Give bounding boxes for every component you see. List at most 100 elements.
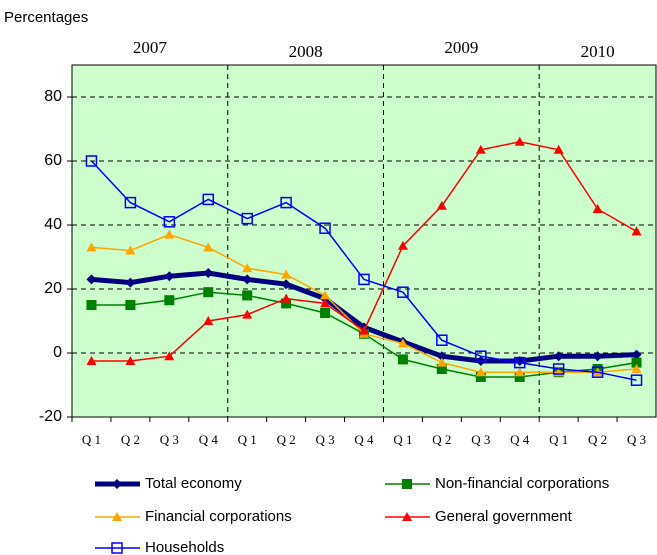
- data-point: [281, 298, 292, 309]
- data-point: [281, 269, 292, 279]
- data-point: [513, 356, 526, 369]
- data-point: [591, 366, 604, 378]
- data-point: [475, 350, 487, 362]
- x-tick-label: Q 2: [432, 432, 451, 447]
- data-point: [242, 274, 253, 285]
- legend-marker: [111, 542, 123, 554]
- y-tick-label: 20: [44, 280, 62, 297]
- data-point: [203, 287, 214, 298]
- data-point: [514, 367, 525, 377]
- x-tick-label: Q 2: [588, 432, 607, 447]
- data-point: [242, 263, 253, 273]
- data-point: [553, 144, 564, 154]
- data-point: [436, 334, 448, 346]
- data-point: [203, 268, 214, 278]
- legend-marker: [402, 512, 412, 521]
- data-point: [280, 196, 292, 209]
- data-point: [86, 274, 97, 285]
- data-point: [203, 316, 214, 325]
- y-tick-label: -20: [39, 408, 62, 425]
- data-point: [320, 308, 331, 318]
- legend-marker: [112, 479, 122, 489]
- data-point: [630, 374, 643, 386]
- data-point: [514, 136, 525, 146]
- data-point: [242, 309, 253, 319]
- data-point: [397, 286, 409, 298]
- data-point: [320, 290, 331, 300]
- x-tick-label: Q 2: [121, 432, 140, 447]
- data-point: [397, 240, 408, 250]
- data-point: [86, 300, 97, 310]
- data-point: [164, 295, 175, 306]
- data-point: [552, 363, 565, 375]
- data-point: [320, 298, 331, 308]
- data-point: [436, 357, 447, 367]
- year-label: 2008: [289, 42, 323, 61]
- x-tick-label: Q 3: [315, 432, 334, 447]
- year-label: 2009: [444, 38, 478, 57]
- year-label: 2007: [133, 38, 168, 57]
- data-point: [319, 222, 331, 234]
- data-point: [436, 364, 447, 374]
- series-line: [90, 160, 637, 381]
- data-point: [86, 242, 97, 252]
- legend-label: Total economy: [145, 475, 242, 492]
- x-tick-label: Q 2: [277, 432, 296, 447]
- data-point: [397, 354, 408, 365]
- data-point: [631, 226, 642, 236]
- data-point: [164, 271, 175, 282]
- data-point: [86, 356, 97, 365]
- data-point: [475, 367, 486, 377]
- data-point: [85, 155, 98, 167]
- x-tick-label: Q 1: [82, 432, 101, 447]
- data-point: [164, 229, 175, 239]
- data-point: [125, 300, 136, 310]
- data-point: [124, 196, 137, 209]
- data-point: [553, 351, 564, 362]
- data-point: [281, 293, 292, 303]
- x-tick-label: Q 1: [238, 432, 257, 447]
- data-point: [241, 212, 253, 225]
- data-point: [125, 245, 136, 255]
- legend-marker: [112, 512, 122, 521]
- data-point: [202, 193, 215, 206]
- year-label: 2010: [581, 42, 615, 61]
- data-point: [163, 216, 176, 228]
- data-point: [631, 349, 642, 360]
- data-point: [359, 325, 369, 335]
- y-tick-label: 0: [53, 344, 62, 361]
- data-point: [514, 372, 525, 382]
- y-tick-label: 40: [44, 216, 62, 233]
- x-tick-label: Q 4: [510, 432, 530, 447]
- legend-label: Financial corporations: [145, 508, 292, 525]
- x-tick-label: Q 1: [393, 432, 412, 447]
- plot-area: [71, 64, 657, 418]
- data-point: [242, 290, 253, 301]
- x-tick-label: Q 4: [199, 432, 219, 447]
- x-tick-label: Q 1: [549, 432, 568, 447]
- x-tick-label: Q 3: [471, 432, 490, 447]
- data-point: [436, 351, 447, 362]
- data-point: [631, 357, 642, 368]
- y-tick-label: 80: [44, 88, 62, 105]
- data-point: [397, 338, 408, 348]
- data-point: [203, 242, 214, 252]
- data-point: [436, 200, 447, 210]
- data-point: [592, 204, 603, 213]
- data-point: [475, 144, 486, 154]
- data-point: [358, 273, 370, 286]
- legend-label: Households: [145, 539, 224, 555]
- data-point: [592, 351, 603, 362]
- data-point: [281, 279, 292, 290]
- x-tick-label: Q 3: [160, 432, 179, 447]
- legend-marker: [402, 479, 412, 489]
- data-point: [475, 372, 486, 382]
- data-point: [631, 364, 642, 373]
- legend-label: Non-financial corporations: [435, 475, 609, 492]
- data-point: [125, 356, 136, 365]
- y-tick-label: 60: [44, 152, 62, 169]
- data-point: [164, 351, 175, 361]
- y-axis-label: Percentages: [4, 9, 88, 26]
- legend-label: General government: [435, 508, 573, 525]
